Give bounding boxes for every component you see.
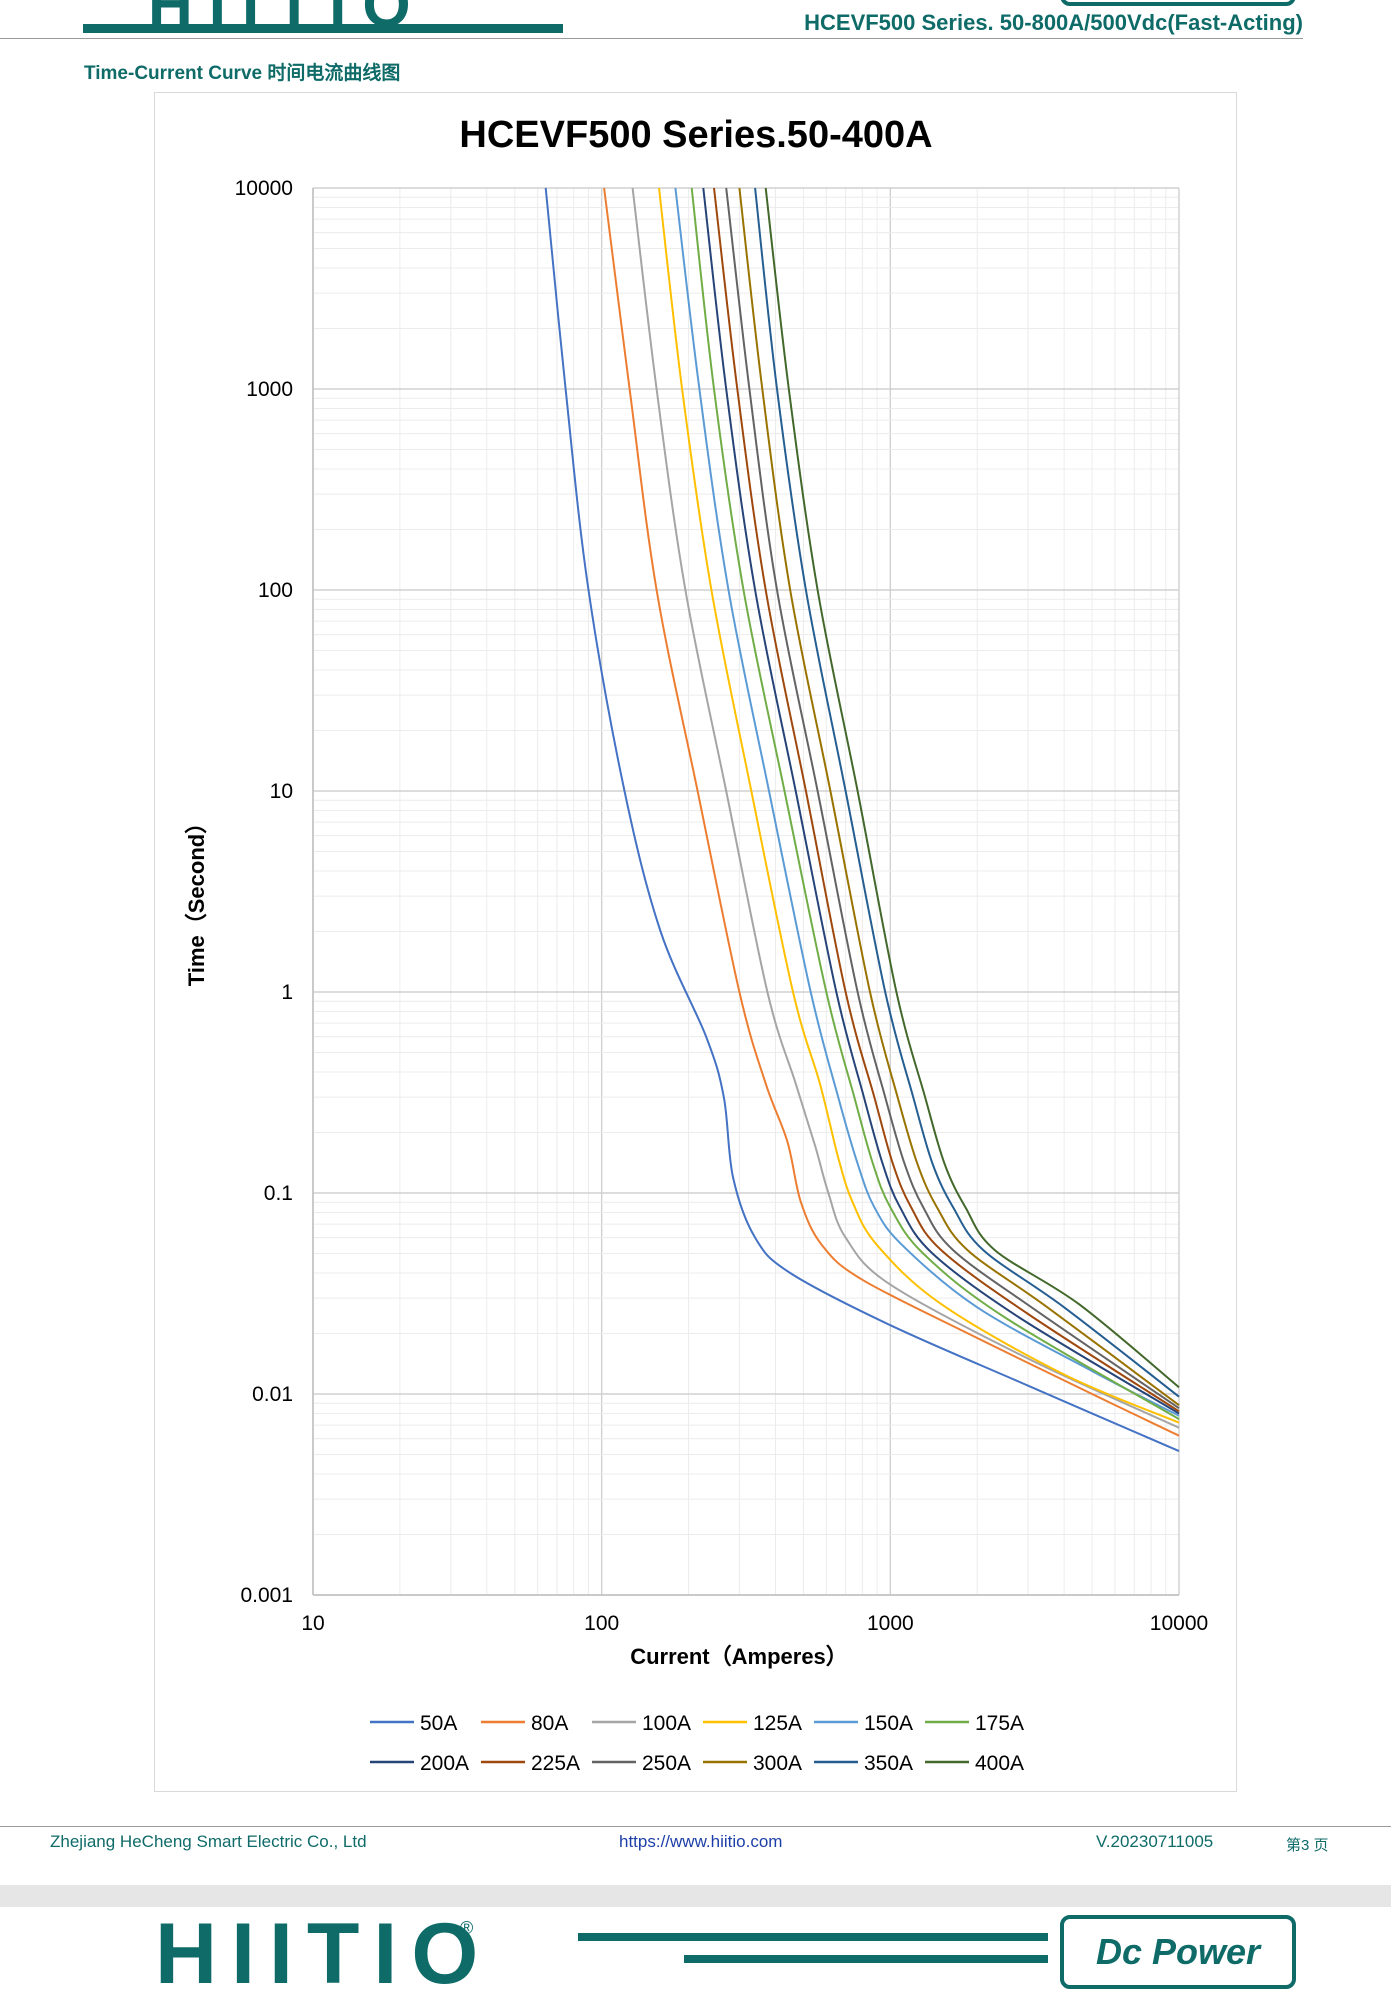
legend-label: 100A <box>642 1712 691 1735</box>
time-current-chart: HCEVF500 Series.50-400A 10 100 1000 1000010… <box>184 114 1209 1775</box>
legend-item-100a: 100A <box>592 1712 691 1735</box>
x-axis-label: Current（Amperes） <box>630 1644 848 1669</box>
header-accent-line-2 <box>684 1955 1048 1963</box>
y-tick-label: 1000 <box>246 378 293 401</box>
header-accent-bar <box>83 24 563 33</box>
y-tick-label: 100 <box>258 579 293 602</box>
series-line-50a <box>544 187 1180 1453</box>
legend-item-150a: 150A <box>814 1712 913 1735</box>
series-line-400a <box>764 187 1180 1389</box>
axes <box>312 188 1179 1596</box>
series-line-150a <box>674 187 1180 1417</box>
dc-power-badge: Dc Power <box>1060 1915 1296 1989</box>
header-badge-edge <box>1060 0 1296 6</box>
chart-legend: 50A 80A 100A 125A 150A 175A 200A 225A 250A 300A 35… <box>370 1712 1024 1775</box>
brand-logo-partial: HIITIO <box>148 0 427 40</box>
legend-label: 400A <box>975 1752 1024 1775</box>
legend-item-300a: 300A <box>703 1752 802 1775</box>
series-header: HCEVF500 Series. 50-800A/500Vdc(Fast-Act… <box>804 10 1303 35</box>
page-separator <box>0 1885 1391 1907</box>
series-line-125a <box>658 187 1180 1424</box>
legend-item-125a: 125A <box>703 1712 802 1735</box>
y-tick-label: 0.01 <box>252 1383 293 1406</box>
series-line-250a <box>725 187 1180 1410</box>
legend-label: 50A <box>420 1712 457 1735</box>
x-tick-label: 100 <box>584 1612 619 1635</box>
y-tick-label: 10 <box>270 780 293 803</box>
footer-website-link[interactable]: https://www.hiitio.com <box>619 1832 783 1851</box>
series-line-200a <box>702 187 1180 1415</box>
legend-item-225a: 225A <box>481 1752 580 1775</box>
y-tick-label: 10000 <box>235 177 293 200</box>
y-tick-label: 0.1 <box>264 1182 293 1205</box>
chart-title: HCEVF500 Series.50-400A <box>459 114 932 156</box>
x-tick-label: 10 <box>301 1612 324 1635</box>
legend-item-175a: 175A <box>925 1712 1024 1735</box>
legend-item-200a: 200A <box>370 1752 469 1775</box>
series-line-350a <box>754 187 1180 1398</box>
x-tick-label: 1000 <box>867 1612 914 1635</box>
footer-divider <box>0 1826 1391 1827</box>
brand-logo: HIITIO <box>155 1906 493 2002</box>
header-divider <box>0 38 1303 39</box>
grid-lines <box>312 187 1180 1596</box>
series-line-80a <box>603 187 1180 1437</box>
legend-item-400a: 400A <box>925 1752 1024 1775</box>
legend-label: 225A <box>531 1752 580 1775</box>
section-title: Time-Current Curve 时间电流曲线图 <box>84 63 401 84</box>
series-line-100a <box>631 187 1180 1429</box>
tick-labels: 10 100 1000 10000 10000 1000 100 10 1 0.1 0.01 0.00… <box>235 177 1209 1635</box>
legend-item-50a: 50A <box>370 1712 457 1735</box>
legend-label: 175A <box>975 1712 1024 1735</box>
legend-item-250a: 250A <box>592 1752 691 1775</box>
legend-label: 125A <box>753 1712 802 1735</box>
registered-mark: ® <box>460 1918 474 1938</box>
series-line-175a <box>690 187 1180 1420</box>
series-lines <box>544 187 1180 1453</box>
legend-label: 350A <box>864 1752 913 1775</box>
legend-item-350a: 350A <box>814 1752 913 1775</box>
header-accent-line-1 <box>578 1933 1048 1941</box>
legend-label: 250A <box>642 1752 691 1775</box>
legend-label: 150A <box>864 1712 913 1735</box>
y-tick-label: 0.001 <box>240 1584 293 1607</box>
series-line-300a <box>738 187 1180 1407</box>
chart-frame: HCEVF500 Series.50-400A 10 100 1000 10000 10… <box>154 92 1237 1792</box>
footer-page-number: 第3 页 <box>1286 1837 1329 1854</box>
x-tick-label: 10000 <box>1150 1612 1208 1635</box>
footer-company: Zhejiang HeCheng Smart Electric Co., Ltd <box>50 1832 367 1851</box>
legend-label: 80A <box>531 1712 568 1735</box>
legend-label: 300A <box>753 1752 802 1775</box>
footer-version: V.20230711005 <box>1096 1832 1214 1851</box>
y-axis-label: Time（Second） <box>184 812 209 986</box>
y-tick-label: 1 <box>281 981 293 1004</box>
legend-item-80a: 80A <box>481 1712 568 1735</box>
series-line-225a <box>713 187 1180 1413</box>
legend-label: 200A <box>420 1752 469 1775</box>
